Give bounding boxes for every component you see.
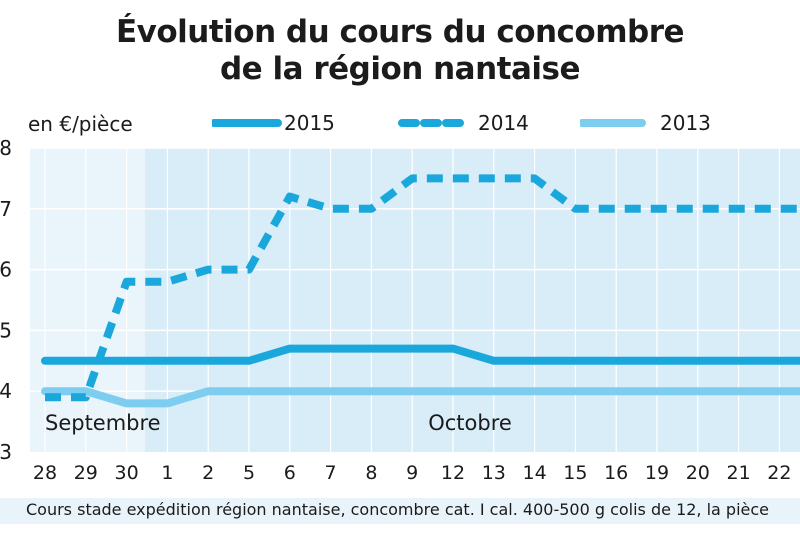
x-tick-label: 5 [243, 462, 255, 484]
y-tick-label: 0,5 [0, 318, 12, 342]
legend-label-2015: 2015 [284, 111, 335, 135]
x-tick-label: 1 [161, 462, 173, 484]
legend-label-2014: 2014 [478, 111, 529, 135]
source-note-text: Cours stade expédition région nantaise, … [26, 500, 770, 519]
legend-label-2013: 2013 [660, 111, 711, 135]
month-label: Octobre [428, 411, 512, 435]
x-tick-label: 29 [74, 462, 98, 484]
x-tick-label: 14 [523, 462, 547, 484]
legend-swatch-2015 [212, 119, 282, 127]
legend-swatch-2013 [580, 119, 646, 127]
month-label: Septembre [45, 411, 161, 435]
x-tick-label: 21 [727, 462, 751, 484]
legend-item-2014: 2014 [398, 108, 548, 138]
chart-title: Évolution du cours du concombre de la ré… [0, 14, 800, 88]
x-tick-label: 8 [365, 462, 377, 484]
legend-swatch-2014 [398, 119, 468, 127]
chart-plot: 0,30,40,50,60,70,8SeptembreOctobre282930… [0, 136, 800, 484]
x-tick-label: 7 [325, 462, 337, 484]
series-line-2013 [41, 387, 800, 408]
series-line-2015 [41, 344, 800, 365]
source-note: Cours stade expédition région nantaise, … [0, 498, 800, 524]
x-tick-label: 30 [115, 462, 139, 484]
chart-title-line-2: de la région nantaise [219, 51, 581, 87]
y-tick-label: 0,4 [0, 379, 12, 403]
y-tick-label: 0,8 [0, 136, 12, 160]
x-tick-label: 22 [767, 462, 791, 484]
x-tick-label: 15 [563, 462, 587, 484]
x-tick-label: 28 [33, 462, 57, 484]
legend-item-2015: 2015 [212, 108, 362, 138]
y-axis-unit-label: en €/pièce [28, 112, 133, 136]
legend-item-2013: 2013 [580, 108, 730, 138]
y-tick-label: 0,3 [0, 440, 12, 464]
x-tick-label: 6 [284, 462, 296, 484]
series-line-2014 [45, 174, 800, 402]
x-tick-label: 16 [604, 462, 628, 484]
x-tick-label: 2 [202, 462, 214, 484]
x-tick-label: 13 [482, 462, 506, 484]
y-tick-label: 0,7 [0, 197, 12, 221]
y-tick-label: 0,6 [0, 258, 12, 282]
x-tick-label: 20 [686, 462, 710, 484]
plot-background [145, 148, 800, 452]
x-tick-label: 9 [406, 462, 418, 484]
x-tick-label: 19 [645, 462, 669, 484]
chart-title-line-1: Évolution du cours du concombre [115, 14, 685, 50]
x-tick-label: 12 [441, 462, 465, 484]
